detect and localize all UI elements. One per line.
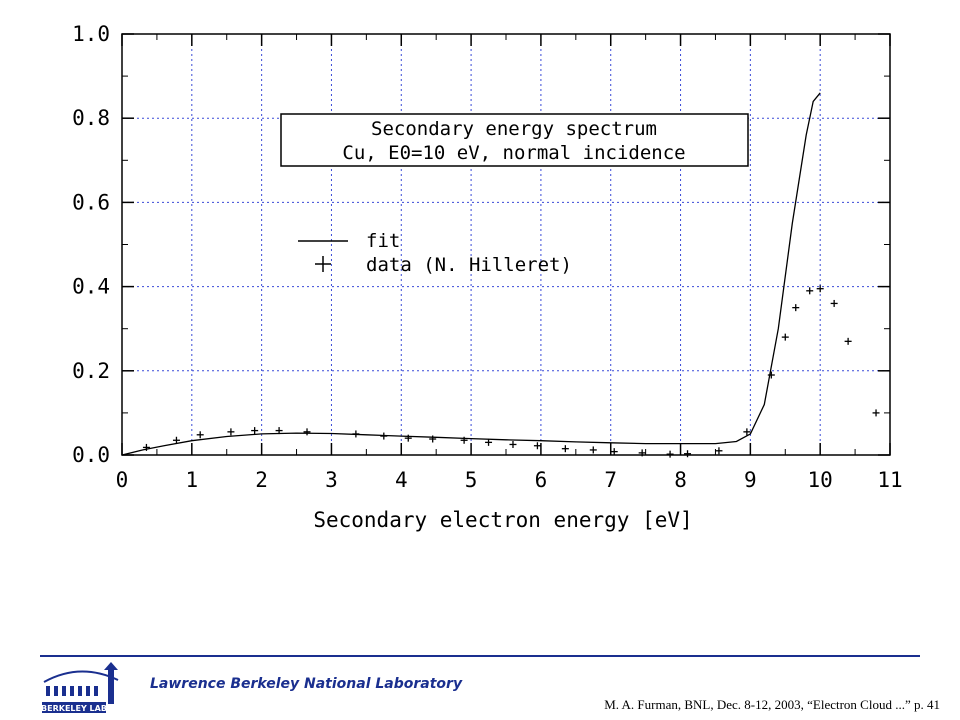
data-point xyxy=(533,442,541,450)
data-point xyxy=(172,436,180,444)
data-point xyxy=(589,446,597,454)
y-tick-label: 0.0 xyxy=(72,443,110,467)
data-point xyxy=(830,299,838,307)
chart-title-line-1: Secondary energy spectrum xyxy=(371,118,657,140)
grid xyxy=(122,34,890,455)
data-point xyxy=(743,428,751,436)
y-tick-label: 0.4 xyxy=(72,275,110,299)
y-tick-label: 0.6 xyxy=(72,190,110,214)
y-tick-label: 0.8 xyxy=(72,106,110,130)
data-point xyxy=(684,450,692,458)
chart: 0 1 2 3 4 5 6 7 8 9 10 11 0.0 0.2 0.4 0.6 0.8 1.0 Second… xyxy=(72,22,903,532)
data-point xyxy=(303,428,311,436)
x-tick-label: 7 xyxy=(604,468,617,492)
y-tick-labels: 0.0 0.2 0.4 0.6 0.8 1.0 xyxy=(72,22,110,467)
data-point xyxy=(380,432,388,440)
chart-title-line-2: Cu, E0=10 eV, normal incidence xyxy=(342,142,685,164)
legend-data-label: data (N. Hilleret) xyxy=(366,254,572,276)
legend-data-swatch xyxy=(315,256,331,272)
data-point xyxy=(275,427,283,435)
y-tick-label: 0.2 xyxy=(72,359,110,383)
citation: M. A. Furman, BNL, Dec. 8-12, 2003, “Ele… xyxy=(604,697,940,712)
data-point xyxy=(485,438,493,446)
x-tick-label: 5 xyxy=(465,468,478,492)
x-tick-label: 3 xyxy=(325,468,338,492)
x-tick-label: 2 xyxy=(255,468,268,492)
data-point xyxy=(792,304,800,312)
data-point xyxy=(460,436,468,444)
x-tick-label: 8 xyxy=(674,468,687,492)
x-axis-label: Secondary electron energy [eV] xyxy=(313,508,692,532)
data-point xyxy=(142,443,150,451)
data-point xyxy=(352,430,360,438)
x-tick-label: 9 xyxy=(744,468,757,492)
legend-fit-label: fit xyxy=(366,230,400,252)
svg-text:BERKELEY LAB: BERKELEY LAB xyxy=(41,704,107,713)
berkeley-lab-logo: BERKELEY LAB xyxy=(41,662,119,713)
x-tick-label: 0 xyxy=(116,468,129,492)
data-point xyxy=(767,371,775,379)
data-point xyxy=(638,449,646,457)
footer-rule xyxy=(40,655,920,657)
x-tick-label: 4 xyxy=(395,468,408,492)
series-fit-line xyxy=(121,92,821,456)
data-point xyxy=(404,434,412,442)
data-point xyxy=(872,409,880,417)
data-point xyxy=(251,427,259,435)
y-tick-label: 1.0 xyxy=(72,22,110,46)
x-tick-labels: 0 1 2 3 4 5 6 7 8 9 10 11 xyxy=(116,468,903,492)
x-tick-label: 6 xyxy=(535,468,548,492)
data-point xyxy=(844,337,852,345)
lab-name: Lawrence Berkeley National Laboratory xyxy=(150,676,463,692)
data-point xyxy=(816,285,824,293)
series-data-markers xyxy=(142,285,880,458)
x-tick-label: 11 xyxy=(877,468,902,492)
legend: fit data (N. Hilleret) xyxy=(298,230,572,276)
data-point xyxy=(561,445,569,453)
x-tick-label: 1 xyxy=(185,468,198,492)
data-point xyxy=(429,435,437,443)
data-point xyxy=(806,287,814,295)
data-point xyxy=(610,448,618,456)
data-point xyxy=(781,333,789,341)
data-point xyxy=(196,431,204,439)
x-tick-label: 10 xyxy=(808,468,833,492)
data-point xyxy=(509,440,517,448)
title-box: Secondary energy spectrum Cu, E0=10 eV, … xyxy=(280,113,749,167)
plot-frame xyxy=(121,33,891,456)
data-point xyxy=(227,428,235,436)
data-point xyxy=(715,447,723,455)
data-point xyxy=(666,450,674,458)
axis-ticks xyxy=(121,33,891,456)
